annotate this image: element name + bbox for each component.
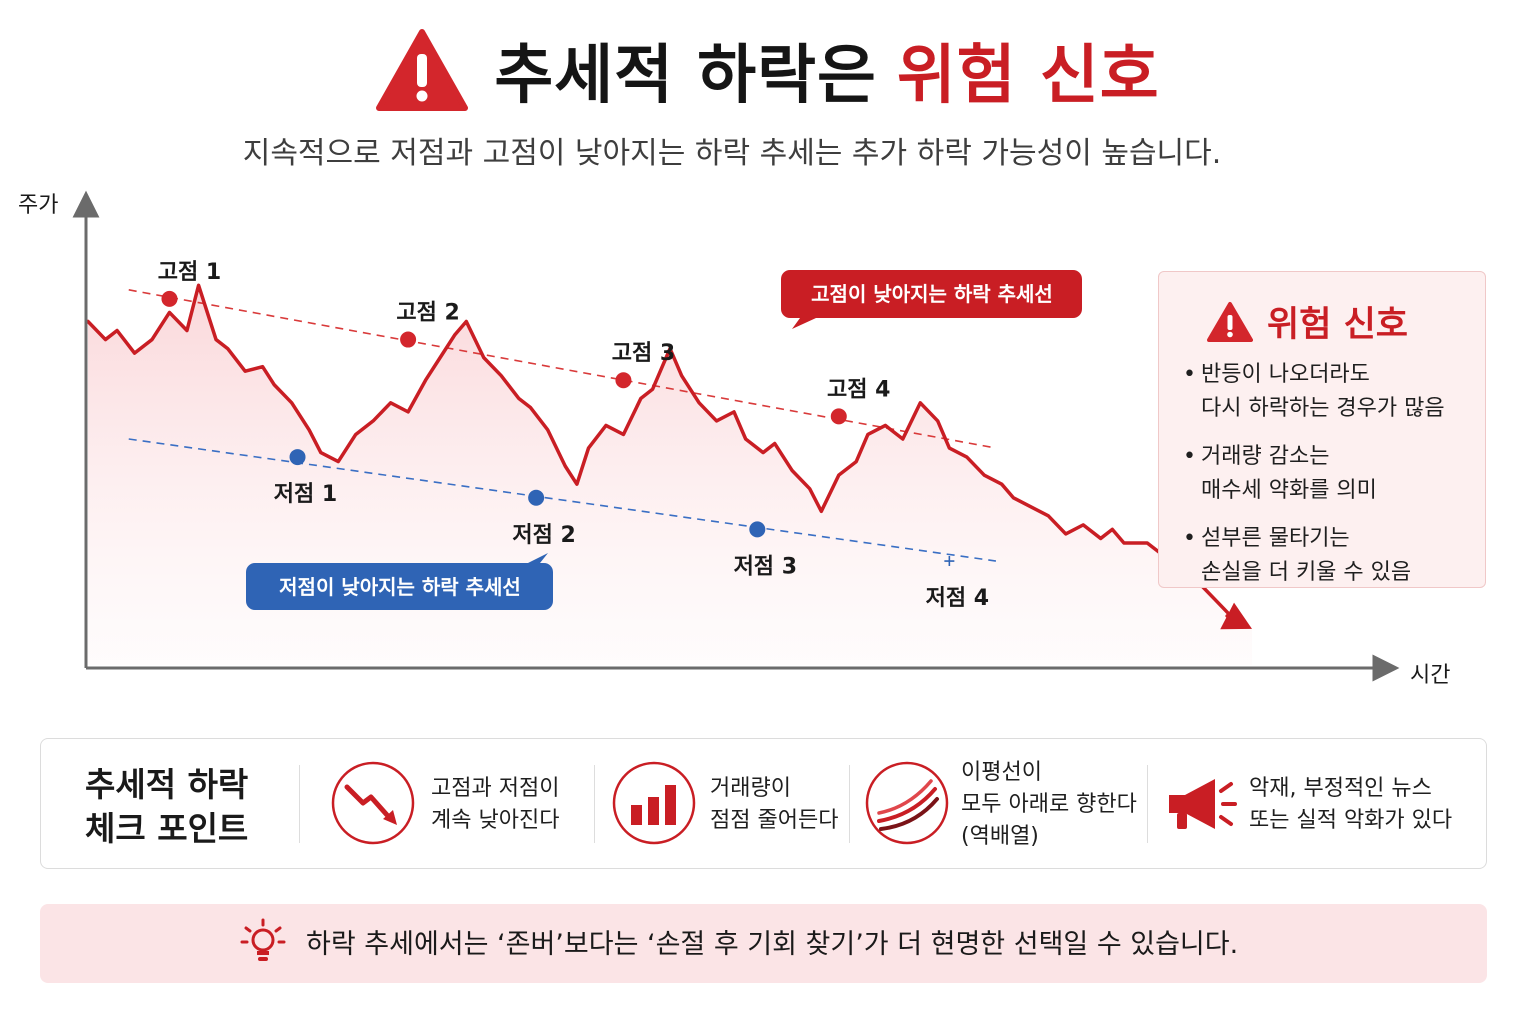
x-axis-label: 시간 bbox=[1410, 663, 1450, 688]
price-chart: 고점 1 고점 2 고점 3 고점 4 저점 1 저점 2 저점 3 저점 4 주가 시간 고… bbox=[18, 190, 1450, 688]
low-label-3: 저점 3 bbox=[734, 554, 797, 579]
checkpoint-line: 점점 줄어든다 bbox=[710, 808, 839, 833]
support-callout-label: 저점이 낮아지는 하락 추세선 bbox=[279, 575, 521, 599]
checkpoint-2-text: 거래량이 점점 줄어든다 bbox=[710, 773, 838, 837]
danger-signal-panel: 위험 신호 • 반등이 나오더라도 다시 하락하는 경우가 많음 • 거래량 감… bbox=[1158, 271, 1486, 588]
low-point-2 bbox=[528, 489, 545, 506]
danger-item: • 섣부른 물타기는 손실을 더 키울 수 있음 bbox=[1181, 522, 1481, 590]
checkpoint-3-text: 이평선이 모두 아래로 향한다 (역배열) bbox=[961, 757, 1137, 853]
divider bbox=[849, 765, 850, 843]
checkpoint-title: 추세적 하락 체크 포인트 bbox=[85, 763, 248, 851]
checkpoint-line: 악재, 부정적인 뉴스 bbox=[1249, 776, 1432, 801]
moving-average-icon bbox=[865, 761, 949, 845]
checkpoint-line: 모두 아래로 향한다 bbox=[961, 792, 1137, 817]
checkpoint-line: (역배열) bbox=[961, 824, 1039, 849]
subtitle: 지속적으로 저점과 고점이 낮아지는 하락 추세는 추가 하락 가능성이 높습니… bbox=[242, 136, 1222, 171]
trend-arrow-head bbox=[1220, 602, 1252, 630]
divider bbox=[299, 765, 300, 843]
danger-item-line: 손실을 더 키울 수 있음 bbox=[1201, 560, 1412, 585]
warning-icon bbox=[376, 29, 469, 111]
checkpoint-line: 또는 실적 악화가 있다 bbox=[1249, 808, 1453, 833]
support-trendline bbox=[128, 438, 997, 562]
checkpoint-panel: 추세적 하락 체크 포인트 고점과 저점이 계속 낮아진다 거래량이 점점 줄어… bbox=[40, 738, 1487, 869]
high-label-2: 고점 2 bbox=[396, 301, 459, 326]
low-label-4: 저점 4 bbox=[926, 586, 989, 611]
checkpoint-1-text: 고점과 저점이 계속 낮아진다 bbox=[431, 773, 559, 837]
danger-item-line: 다시 하락하는 경우가 많음 bbox=[1201, 396, 1445, 421]
checkpoint-line: 계속 낮아진다 bbox=[431, 808, 560, 833]
checkpoint-line: 고점과 저점이 bbox=[431, 776, 560, 801]
checkpoint-title-line: 체크 포인트 bbox=[85, 809, 249, 848]
high-point-1 bbox=[161, 290, 178, 307]
high-label-3: 고점 3 bbox=[612, 341, 675, 366]
low-point-3 bbox=[749, 521, 766, 538]
divider bbox=[1147, 765, 1148, 843]
high-point-3 bbox=[615, 372, 632, 389]
tip-banner: 하락 추세에서는 ‘존버’보다는 ‘손절 후 기회 찾기’가 더 현명한 선택일… bbox=[40, 904, 1487, 983]
low-point-4 bbox=[944, 556, 955, 567]
checkpoint-title-line: 추세적 하락 bbox=[85, 765, 249, 804]
support-callout: 저점이 낮아지는 하락 추세선 bbox=[246, 553, 553, 610]
low-label-2: 저점 2 bbox=[512, 523, 575, 548]
megaphone-icon bbox=[1169, 779, 1237, 829]
high-label-4: 고점 4 bbox=[827, 377, 890, 402]
warning-icon bbox=[1207, 301, 1253, 342]
high-point-2 bbox=[400, 331, 417, 348]
low-point-1 bbox=[289, 449, 306, 466]
title-part-1: 추세적 하락은 bbox=[494, 39, 877, 113]
danger-title: 위험 신호 bbox=[1267, 305, 1408, 345]
lightbulb-icon bbox=[240, 918, 286, 961]
danger-item-line: 섣부른 물타기는 bbox=[1201, 526, 1350, 551]
danger-item-line: 반등이 나오더라도 bbox=[1201, 362, 1370, 387]
resistance-trendline bbox=[128, 289, 997, 449]
checkpoint-line: 이평선이 bbox=[961, 760, 1042, 785]
high-label-1: 고점 1 bbox=[158, 260, 221, 285]
danger-item-line: 거래량 감소는 bbox=[1201, 444, 1330, 469]
checkpoint-4-text: 악재, 부정적인 뉴스 또는 실적 악화가 있다 bbox=[1249, 773, 1452, 837]
trend-down-icon bbox=[331, 761, 415, 845]
resistance-callout: 고점이 낮아지는 하락 추세선 bbox=[781, 270, 1082, 329]
high-point-4 bbox=[830, 408, 847, 425]
y-axis-label: 주가 bbox=[18, 193, 58, 218]
divider bbox=[594, 765, 595, 843]
page-title: 추세적 하락은 위험 신호 bbox=[0, 22, 1536, 118]
low-label-1: 저점 1 bbox=[274, 482, 337, 507]
danger-item-line: 매수세 약화를 의미 bbox=[1201, 478, 1377, 503]
danger-item: • 거래량 감소는 매수세 약화를 의미 bbox=[1181, 440, 1481, 508]
title-part-2: 위험 신호 bbox=[896, 39, 1160, 113]
tip-text: 하락 추세에서는 ‘존버’보다는 ‘손절 후 기회 찾기’가 더 현명한 선택일… bbox=[306, 929, 1239, 960]
price-line bbox=[86, 283, 1237, 622]
checkpoint-line: 거래량이 bbox=[710, 776, 791, 801]
bar-chart-icon bbox=[612, 761, 696, 845]
danger-item: • 반등이 나오더라도 다시 하락하는 경우가 많음 bbox=[1181, 358, 1481, 426]
resistance-callout-label: 고점이 낮아지는 하락 추세선 bbox=[811, 282, 1053, 306]
